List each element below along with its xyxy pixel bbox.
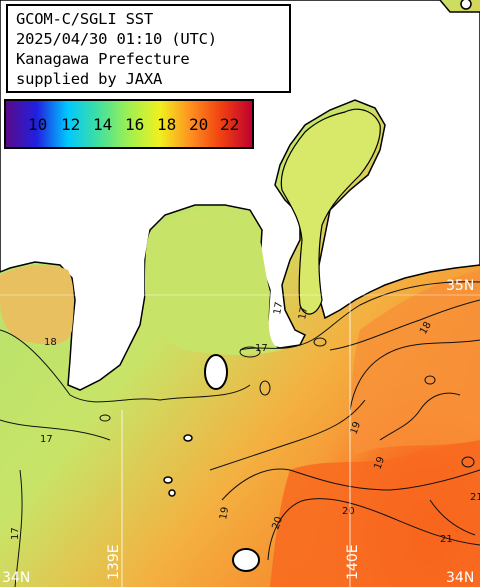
isotherm-label: 19 bbox=[372, 455, 387, 471]
lon-label-139e: 139E bbox=[106, 544, 122, 580]
isotherm-label: 17 bbox=[272, 301, 285, 315]
isotherm-label: 17 bbox=[10, 527, 21, 540]
isotherm-label: 20 bbox=[270, 515, 285, 531]
isotherm-label: 19 bbox=[218, 506, 231, 520]
island-hatsushima bbox=[204, 354, 228, 390]
island-small-2 bbox=[163, 476, 173, 484]
lat-label-left: 34N bbox=[2, 570, 30, 586]
isotherm-label: 20 bbox=[342, 506, 355, 517]
title-sensor: GCOM-C/SGLI SST bbox=[16, 10, 153, 28]
warm-eastern-zone bbox=[351, 270, 480, 455]
isotherm-label: 17 bbox=[40, 434, 53, 445]
title-region: Kanagawa Prefecture bbox=[16, 50, 190, 68]
isotherm-label: 18 bbox=[44, 337, 57, 348]
legend-tick: 14 bbox=[93, 115, 113, 134]
sst-color-legend: 10 12 14 16 18 20 22 bbox=[4, 99, 254, 149]
island-tiny-ne bbox=[460, 0, 472, 10]
isotherm-label: 21 bbox=[470, 492, 480, 503]
land-mainland-north bbox=[0, 0, 480, 391]
legend-tick: 12 bbox=[61, 115, 81, 134]
title-datetime: 2025/04/30 01:10 (UTC) bbox=[16, 30, 217, 48]
legend-tick: 22 bbox=[220, 115, 240, 134]
lat-label-right: 34N bbox=[446, 570, 474, 586]
isotherm-label: 17 bbox=[297, 306, 310, 320]
legend-tick: 18 bbox=[157, 115, 177, 134]
graticule-labels: 139E 140E 34N 34N 35N bbox=[2, 278, 474, 586]
lat-label-35n: 35N bbox=[446, 278, 474, 294]
land-miura-peninsula bbox=[280, 108, 381, 315]
legend-tick: 16 bbox=[125, 115, 145, 134]
isotherm-label: 21 bbox=[440, 534, 453, 545]
sagami-bay-head bbox=[145, 209, 282, 355]
legend-tick: 20 bbox=[189, 115, 209, 134]
graticule bbox=[0, 294, 480, 587]
isotherm-lines bbox=[0, 281, 480, 587]
legend-tick: 10 bbox=[28, 115, 48, 134]
island-oshima bbox=[232, 548, 260, 572]
title-box: GCOM-C/SGLI SST 2025/04/30 01:10 (UTC) K… bbox=[6, 4, 291, 93]
lon-label-140e: 140E bbox=[345, 544, 361, 580]
isotherm-label: 17 bbox=[255, 343, 268, 354]
western-coastal-water bbox=[0, 265, 74, 345]
island-small-3 bbox=[168, 489, 176, 497]
title-supplier: supplied by JAXA bbox=[16, 70, 163, 88]
island-small-1 bbox=[183, 434, 193, 442]
hot-current-core bbox=[270, 440, 480, 587]
isotherm-label: 19 bbox=[348, 420, 363, 436]
